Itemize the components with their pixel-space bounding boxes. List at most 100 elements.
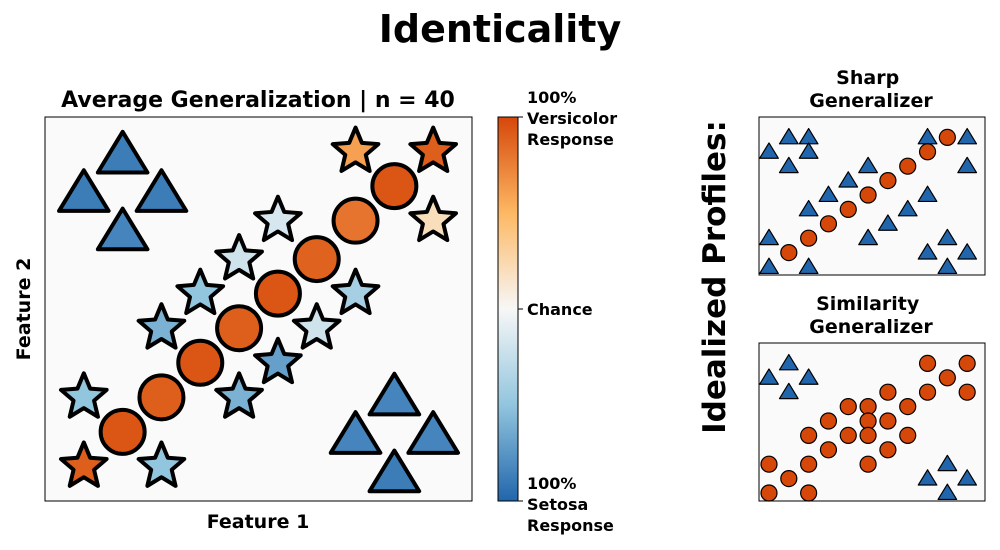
sharp-triangle-point-18 xyxy=(798,257,819,275)
similarity-circle-point-22 xyxy=(859,426,877,444)
colorbar-label-bottom-line1: 100% xyxy=(527,474,576,493)
main-triangle-point-0 xyxy=(95,129,150,175)
main-star-point-25 xyxy=(214,233,264,281)
similarity-circle-point-12 xyxy=(918,383,937,401)
main-star-point-21 xyxy=(136,302,187,350)
sharp-triangle-point-15 xyxy=(858,228,878,246)
main-star-point-24 xyxy=(330,267,381,316)
similarity-triangle-point-1 xyxy=(759,368,779,385)
sharp-panel: Sharp Generalizer xyxy=(758,67,986,276)
sharp-circle-point-28 xyxy=(879,172,897,190)
sharp-circle-point-31 xyxy=(938,128,956,146)
main-panel: Average Generalization | n = 40 Feature … xyxy=(13,88,473,533)
main-x-axis-label: Feature 1 xyxy=(207,511,310,533)
colorbar-label-top-line1: 100% xyxy=(527,88,576,107)
sharp-triangle-point-17 xyxy=(759,257,779,275)
similarity-circle-point-23 xyxy=(899,426,917,444)
main-triangle-point-7 xyxy=(367,448,422,494)
colorbar-label-mid: Chance xyxy=(527,300,593,319)
main-star-point-28 xyxy=(330,125,381,173)
main-star-point-17 xyxy=(136,440,187,488)
similarity-title-line2: Generalizer xyxy=(809,316,933,338)
sharp-triangle-point-10 xyxy=(798,199,819,217)
sharp-circle-point-25 xyxy=(819,215,838,233)
similarity-circle-point-9 xyxy=(958,354,976,372)
similarity-triangle-point-3 xyxy=(778,382,799,400)
similarity-triangle-point-2 xyxy=(798,368,819,385)
similarity-circle-point-17 xyxy=(819,412,838,430)
sharp-triangle-point-20 xyxy=(917,243,938,260)
sharp-triangle-point-9 xyxy=(858,156,878,174)
colorbar-label-top: 100% Versicolor Response xyxy=(527,88,623,149)
sharp-chart-title: Sharp Generalizer xyxy=(809,67,933,112)
sharp-marks xyxy=(759,127,978,275)
similarity-panel: Similarity Generalizer xyxy=(758,293,986,502)
main-marks xyxy=(57,125,460,494)
main-star-point-23 xyxy=(175,267,226,316)
sharp-circle-point-30 xyxy=(918,143,937,161)
similarity-circle-point-30 xyxy=(760,484,778,502)
sharp-circle-point-27 xyxy=(859,186,877,204)
idealized-profiles-label: Idealized Profiles: xyxy=(697,120,733,434)
similarity-circle-point-13 xyxy=(958,383,976,401)
main-star-point-27 xyxy=(408,194,459,243)
similarity-marks xyxy=(759,353,978,502)
sharp-circle-point-29 xyxy=(899,157,917,175)
main-star-point-18 xyxy=(58,371,109,419)
colorbar-gradient xyxy=(497,116,519,502)
figure-title: Identicality xyxy=(379,7,622,51)
sharp-triangle-point-6 xyxy=(957,127,978,145)
main-triangle-point-6 xyxy=(406,410,460,455)
similarity-circle-point-29 xyxy=(780,470,798,488)
sharp-circle-point-23 xyxy=(780,244,798,262)
sharp-triangle-point-16 xyxy=(759,228,779,246)
similarity-circle-point-19 xyxy=(879,412,897,430)
colorbar-label-bottom-line3: Response xyxy=(527,516,614,535)
sharp-triangle-point-21 xyxy=(957,243,978,260)
similarity-triangle-point-6 xyxy=(957,469,978,486)
similarity-circle-point-21 xyxy=(839,426,857,444)
similarity-circle-point-16 xyxy=(899,398,917,416)
sharp-title-line2: Generalizer xyxy=(809,90,933,112)
sharp-triangle-point-12 xyxy=(878,214,898,231)
sharp-title-line1: Sharp xyxy=(836,67,899,89)
sharp-triangle-point-8 xyxy=(838,171,859,188)
main-star-point-16 xyxy=(58,440,109,488)
similarity-circle-point-27 xyxy=(800,455,818,473)
main-triangle-point-1 xyxy=(57,168,111,213)
main-circle-point-11 xyxy=(215,304,264,353)
sharp-triangle-point-19 xyxy=(937,228,958,246)
main-star-point-29 xyxy=(408,125,459,173)
sharp-triangle-point-22 xyxy=(937,257,958,275)
main-circle-point-10 xyxy=(176,338,225,387)
main-circle-point-13 xyxy=(292,235,341,284)
main-triangle-point-4 xyxy=(367,371,422,417)
similarity-circle-point-31 xyxy=(800,484,818,502)
main-star-point-26 xyxy=(253,194,303,243)
similarity-triangle-point-4 xyxy=(937,454,958,472)
main-y-axis-label: Feature 2 xyxy=(13,258,35,361)
colorbar-label-bottom-line2: Setosa xyxy=(527,495,588,514)
sharp-circle-point-24 xyxy=(800,229,818,247)
colorbar-label-bottom: 100% Setosa Response xyxy=(527,474,614,535)
main-triangle-point-5 xyxy=(328,410,383,455)
similarity-circle-point-11 xyxy=(879,383,897,401)
similarity-title-line1: Similarity xyxy=(816,293,920,315)
similarity-circle-point-18 xyxy=(859,412,877,430)
main-triangle-point-3 xyxy=(95,206,150,252)
sharp-triangle-point-14 xyxy=(917,185,938,203)
sharp-triangle-point-11 xyxy=(818,185,839,203)
sharp-circle-point-26 xyxy=(839,200,857,218)
main-circle-point-14 xyxy=(331,196,380,245)
similarity-triangle-point-5 xyxy=(917,469,938,486)
main-circle-point-8 xyxy=(98,407,147,456)
main-chart-title: Average Generalization | n = 40 xyxy=(61,88,455,113)
similarity-triangle-point-0 xyxy=(778,353,799,371)
sharp-triangle-point-13 xyxy=(897,199,918,217)
similarity-chart-title: Similarity Generalizer xyxy=(809,293,933,338)
sharp-triangle-point-2 xyxy=(759,142,779,159)
colorbar-label-top-line3: Response xyxy=(527,130,614,149)
main-circle-point-9 xyxy=(137,373,186,422)
colorbar-label-top-line2: Versicolor xyxy=(527,109,617,128)
